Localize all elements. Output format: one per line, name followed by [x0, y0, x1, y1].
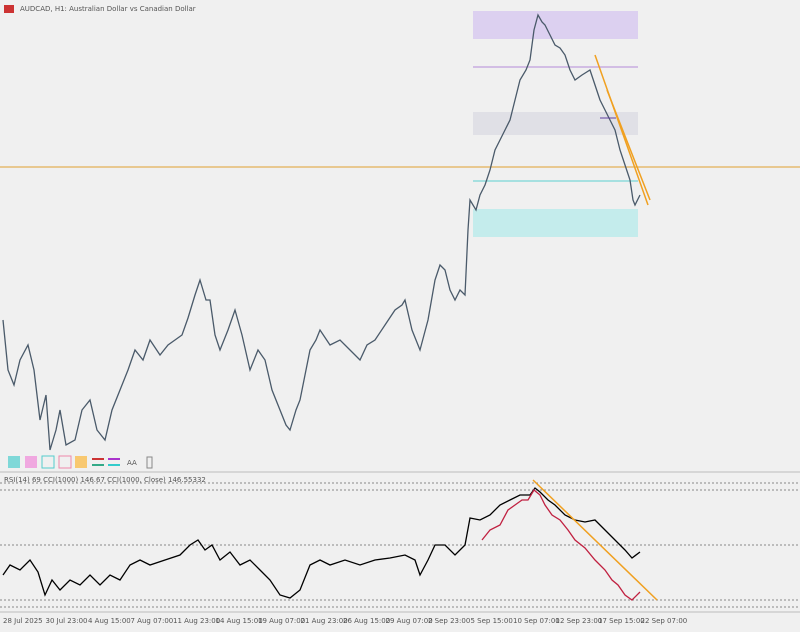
x-tick-label: 12 Sep 23:00 [556, 617, 603, 625]
level-lines [0, 482, 800, 608]
x-tick-label: 5 Sep 15:00 [471, 617, 513, 625]
tool-button[interactable] [58, 455, 72, 469]
oscillator-line [2, 487, 641, 599]
tool-button[interactable] [41, 455, 55, 469]
symbol-icon [4, 5, 14, 13]
mid-zone [473, 112, 638, 135]
x-tick-label: 21 Aug 23:00 [301, 617, 348, 625]
x-tick-label: 29 Aug 07:00 [386, 617, 433, 625]
x-tick-label: 26 Aug 15:00 [343, 617, 390, 625]
trend-line [606, 89, 651, 201]
oscillator-line [481, 489, 641, 601]
tool-button[interactable] [75, 456, 87, 468]
x-tick-label: 10 Sep 07:00 [513, 617, 560, 625]
indicator-label: RSI(14) 69 CCI(1000) 146.67 CCI(1000, Cl… [4, 476, 206, 484]
x-tick-label: 17 Sep 15:00 [598, 617, 645, 625]
x-axis: 28 Jul 2025 30 Jul 23:00 4 Aug 15:00 7 Aug … [3, 617, 687, 625]
x-tick-label: 30 Jul 23:00 [46, 617, 88, 625]
trend-line [532, 479, 658, 601]
x-tick-label: 11 Aug 23:00 [173, 617, 220, 625]
x-tick-label: 22 Sep 07:00 [641, 617, 688, 625]
x-tick-label: 28 Jul 2025 [3, 617, 43, 625]
x-tick-label: 7 Aug 07:00 [131, 617, 174, 625]
demand-zone [473, 209, 638, 237]
x-tick-label: 4 Aug 15:00 [88, 617, 131, 625]
price-trace [2, 13, 641, 451]
tool-button[interactable] [25, 456, 37, 468]
supply-zone [473, 11, 638, 39]
x-tick-label: 19 Aug 07:00 [258, 617, 305, 625]
x-tick-label: 2 Sep 23:00 [428, 617, 470, 625]
toolbar[interactable]: AA [8, 455, 153, 469]
x-tick-label: 14 Aug 15:00 [216, 617, 263, 625]
chart-title: AUDCAD, H1: Australian Dollar vs Canadia… [20, 5, 196, 13]
tool-button[interactable] [8, 456, 20, 468]
trend-line [594, 54, 649, 206]
tool-button[interactable] [146, 456, 153, 469]
font-button[interactable]: AA [127, 459, 137, 467]
